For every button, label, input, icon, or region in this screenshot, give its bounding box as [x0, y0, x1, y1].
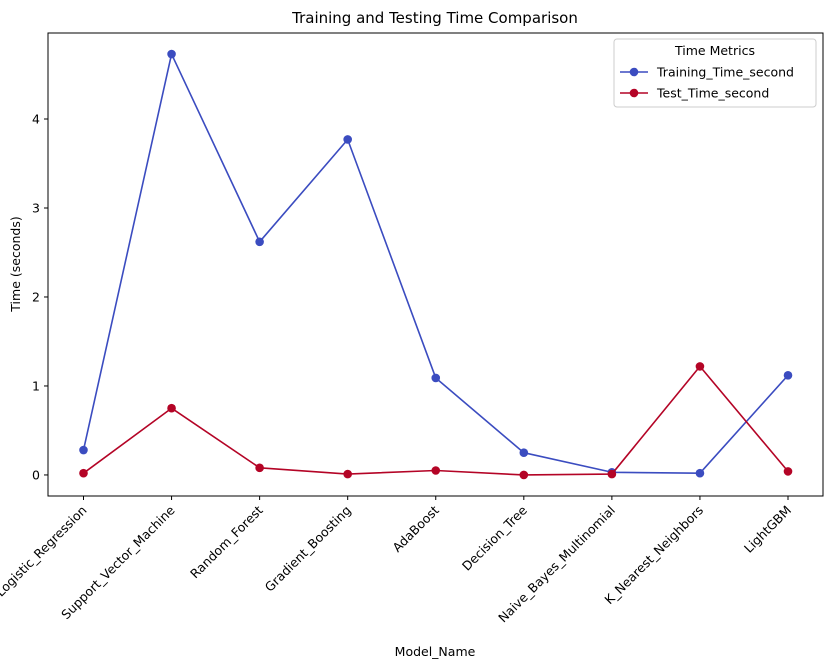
data-point [695, 468, 705, 478]
legend: Time Metrics Training_Time_second Test_Tim… [613, 38, 817, 108]
data-point [167, 49, 176, 59]
plot-area: 01234Logistic_RegressionSupport_Vector_M… [0, 32, 824, 625]
x-tick-label: Gradient_Boosting [262, 503, 354, 595]
legend-entry: Test_Time_second [656, 86, 769, 101]
legend-entry: Training_Time_second [656, 65, 794, 80]
y-tick-label: 3 [32, 200, 40, 215]
legend-box [613, 38, 817, 108]
y-tick-label: 0 [32, 467, 40, 482]
data-point [167, 403, 176, 413]
data-point [343, 469, 352, 479]
y-tick-label: 2 [32, 289, 40, 304]
data-point [695, 362, 705, 371]
series-line-2 [83, 365, 789, 476]
data-point [431, 466, 441, 475]
data-point [343, 135, 352, 144]
x-tick-label: Random_Forest [187, 502, 266, 581]
data-point [79, 468, 88, 478]
data-point [783, 370, 793, 380]
data-point [255, 463, 264, 473]
y-tick-label: 1 [32, 378, 40, 393]
x-tick-label: Decision_Tree [459, 502, 530, 573]
x-tick-label: LightGBM [741, 503, 794, 556]
x-tick-label: AdaBoost [389, 502, 442, 555]
data-point [255, 237, 264, 247]
y-axis-label: Time (seconds) [8, 216, 23, 312]
legend-marker [629, 88, 639, 98]
x-tick-label: Logistic_Regression [0, 503, 90, 600]
data-point [431, 373, 441, 383]
data-point [79, 445, 88, 455]
legend-title: Time Metrics [674, 43, 755, 58]
chart-title: Training and Testing Time Comparison [291, 9, 578, 27]
data-point [519, 448, 529, 458]
legend-marker [629, 67, 639, 77]
series-line-1 [82, 53, 789, 474]
y-tick-label: 4 [32, 112, 40, 127]
data-point [607, 469, 617, 479]
data-point [519, 470, 529, 480]
data-point [783, 467, 793, 476]
x-axis-label: Model_Name [395, 644, 476, 659]
x-tick-label: K_Nearest_Neighbors [601, 503, 706, 608]
